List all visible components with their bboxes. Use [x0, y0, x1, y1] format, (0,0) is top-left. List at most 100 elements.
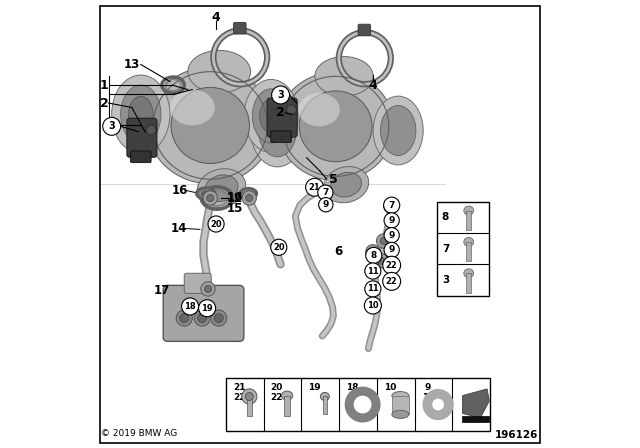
Bar	[437, 202, 489, 296]
Text: 20: 20	[273, 243, 285, 252]
Ellipse shape	[171, 87, 250, 164]
Circle shape	[318, 185, 333, 200]
Ellipse shape	[300, 91, 372, 162]
Circle shape	[245, 392, 253, 401]
Circle shape	[242, 389, 257, 404]
Bar	[284, 396, 290, 416]
Bar	[246, 396, 252, 416]
Bar	[323, 396, 327, 414]
FancyBboxPatch shape	[184, 273, 211, 293]
Text: 16: 16	[172, 184, 188, 197]
Ellipse shape	[259, 103, 296, 157]
Circle shape	[201, 282, 215, 296]
Circle shape	[306, 178, 324, 196]
Circle shape	[204, 285, 212, 293]
Text: 10: 10	[367, 301, 379, 310]
Text: 9: 9	[388, 246, 395, 254]
Circle shape	[242, 191, 257, 205]
Circle shape	[365, 247, 382, 263]
Text: 18: 18	[184, 302, 196, 311]
Ellipse shape	[315, 56, 373, 96]
Circle shape	[180, 314, 189, 323]
Circle shape	[214, 314, 223, 323]
Text: 3: 3	[442, 275, 449, 285]
Ellipse shape	[464, 269, 474, 278]
Text: 9
11: 9 11	[422, 383, 434, 402]
Text: 15: 15	[227, 202, 243, 215]
Bar	[226, 378, 490, 431]
Circle shape	[203, 191, 218, 205]
Circle shape	[365, 263, 381, 279]
Bar	[463, 416, 490, 422]
Text: 5: 5	[329, 172, 338, 186]
Ellipse shape	[205, 175, 238, 202]
Circle shape	[364, 297, 381, 314]
Ellipse shape	[323, 167, 369, 203]
Text: 18: 18	[346, 383, 358, 392]
Circle shape	[208, 216, 224, 232]
Circle shape	[319, 198, 333, 212]
Circle shape	[198, 314, 207, 323]
Circle shape	[182, 298, 198, 315]
Circle shape	[198, 300, 216, 317]
Text: 6: 6	[334, 245, 342, 258]
Circle shape	[194, 310, 210, 326]
Circle shape	[365, 281, 381, 297]
Ellipse shape	[170, 90, 215, 125]
Circle shape	[384, 242, 399, 258]
Circle shape	[246, 194, 253, 202]
Circle shape	[365, 245, 380, 259]
Ellipse shape	[282, 391, 292, 400]
Circle shape	[271, 86, 289, 104]
Text: 1: 1	[100, 78, 108, 92]
Circle shape	[380, 237, 387, 245]
Ellipse shape	[464, 206, 474, 215]
Circle shape	[211, 310, 227, 326]
Ellipse shape	[252, 89, 290, 143]
Ellipse shape	[129, 96, 153, 132]
Text: 12: 12	[227, 191, 243, 205]
Text: 3: 3	[108, 121, 115, 131]
Text: 4: 4	[212, 11, 220, 25]
Text: 8: 8	[371, 251, 377, 260]
Text: 3: 3	[277, 90, 284, 100]
Text: 19: 19	[202, 304, 213, 313]
Circle shape	[207, 194, 214, 202]
Ellipse shape	[464, 237, 474, 246]
Circle shape	[376, 234, 391, 248]
Circle shape	[374, 254, 388, 268]
Circle shape	[176, 310, 193, 326]
Circle shape	[271, 239, 287, 255]
FancyBboxPatch shape	[267, 98, 297, 137]
FancyBboxPatch shape	[127, 118, 157, 157]
Text: 22: 22	[386, 261, 397, 270]
Circle shape	[383, 199, 398, 213]
Ellipse shape	[287, 105, 296, 115]
Ellipse shape	[197, 169, 246, 207]
Text: 20: 20	[211, 220, 222, 228]
Text: 10: 10	[384, 383, 396, 392]
FancyBboxPatch shape	[358, 24, 371, 36]
Text: 4: 4	[369, 78, 377, 92]
FancyBboxPatch shape	[163, 285, 244, 341]
Circle shape	[378, 257, 385, 264]
Ellipse shape	[188, 51, 251, 93]
Text: 21: 21	[308, 183, 321, 192]
Ellipse shape	[392, 392, 409, 400]
Bar	[392, 396, 409, 414]
Ellipse shape	[148, 67, 273, 184]
Text: 9: 9	[388, 216, 395, 225]
Text: 7: 7	[388, 201, 395, 210]
FancyBboxPatch shape	[234, 22, 246, 34]
Ellipse shape	[251, 93, 305, 167]
Ellipse shape	[146, 125, 156, 135]
Circle shape	[383, 256, 401, 274]
Text: 17: 17	[154, 284, 170, 297]
Ellipse shape	[331, 172, 362, 197]
Ellipse shape	[277, 72, 394, 181]
Text: 22: 22	[386, 277, 397, 286]
Text: 7: 7	[322, 188, 328, 197]
Text: 196126: 196126	[495, 430, 539, 440]
Text: 8: 8	[442, 212, 449, 222]
Bar	[467, 211, 471, 230]
